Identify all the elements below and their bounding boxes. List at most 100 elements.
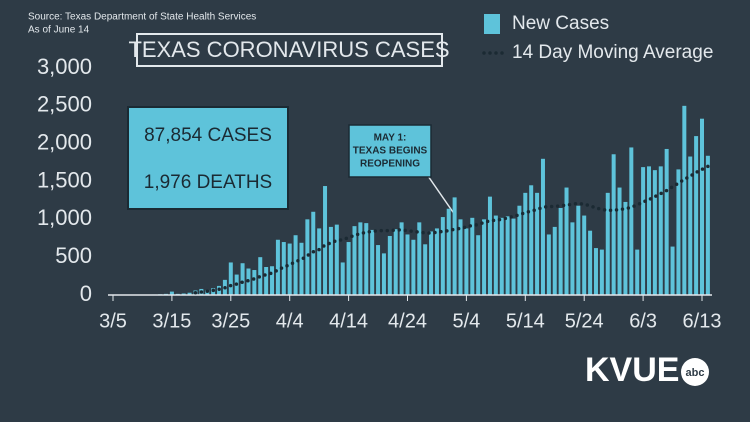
bar (458, 219, 463, 295)
y-tick-label: 2,500 (37, 92, 92, 117)
x-tick-label: 5/4 (452, 310, 480, 332)
summary-deaths: 1,976 DEATHS (144, 172, 272, 193)
bar (682, 105, 687, 295)
bar (399, 222, 404, 295)
bar (423, 244, 428, 295)
moving-average-line (193, 164, 710, 295)
bar (299, 242, 304, 295)
bar (417, 222, 422, 295)
x-tick-label: 5/14 (506, 310, 545, 332)
bar (658, 166, 663, 295)
bar (635, 249, 640, 295)
bar (552, 226, 557, 295)
x-tick-label: 4/24 (388, 310, 427, 332)
bar (275, 239, 280, 295)
bar (228, 262, 233, 295)
x-tick-label: 4/14 (329, 310, 368, 332)
bar (293, 235, 298, 295)
bar (629, 147, 634, 295)
bar (287, 243, 292, 295)
summary-box (127, 106, 289, 210)
bar (623, 201, 628, 295)
bar (529, 185, 534, 295)
bar (264, 267, 269, 295)
bar (411, 239, 416, 295)
y-tick-label: 1,000 (37, 205, 92, 230)
x-tick-label: 4/4 (276, 310, 304, 332)
bar (588, 230, 593, 295)
bar (517, 205, 522, 295)
bar (493, 215, 498, 295)
bar (499, 217, 504, 295)
bar (546, 234, 551, 295)
legend-label: 14 Day Moving Average (512, 42, 713, 63)
bar (694, 136, 699, 295)
bar (540, 158, 545, 295)
bar (181, 293, 186, 295)
bar (376, 245, 381, 295)
bar (505, 216, 510, 295)
bar (482, 219, 487, 295)
x-tick-label: 3/25 (211, 310, 250, 332)
annotation-text: TEXAS BEGINS (353, 146, 428, 157)
bar (470, 217, 475, 295)
x-tick-label: 5/24 (565, 310, 604, 332)
bar (434, 228, 439, 295)
bar (576, 205, 581, 295)
bar (511, 218, 516, 295)
bar (334, 224, 339, 295)
x-tick-label: 3/15 (152, 310, 191, 332)
bar (387, 235, 392, 295)
bar (452, 197, 457, 295)
x-tick-label: 3/5 (99, 310, 127, 332)
bar (558, 207, 563, 295)
bar (358, 222, 363, 295)
bar (605, 192, 610, 295)
bar (323, 186, 328, 295)
bar (352, 226, 357, 295)
bar (446, 208, 451, 295)
bar (405, 234, 410, 295)
bar (487, 196, 492, 295)
bar (641, 167, 646, 295)
bar (611, 154, 616, 295)
logo-badge-text: abc (686, 367, 705, 379)
bar (440, 217, 445, 295)
annotation-box (348, 124, 432, 178)
bar (617, 187, 622, 295)
bar (340, 262, 345, 295)
bar (464, 228, 469, 295)
bar (429, 231, 434, 295)
bar (688, 156, 693, 295)
bar (670, 246, 675, 295)
bar (652, 170, 657, 295)
bar (646, 166, 651, 295)
logo-badge (681, 358, 709, 386)
bar (582, 215, 587, 295)
as-of: As of June 14 (28, 25, 90, 36)
bar (599, 249, 604, 295)
bar (270, 266, 275, 295)
annotation-text: MAY 1: (374, 133, 407, 144)
summary-cases: 87,854 CASES (144, 125, 272, 146)
annotation-text: REOPENING (360, 159, 420, 170)
y-tick-label: 0 (80, 281, 92, 306)
bar (593, 248, 598, 295)
chart-title: TEXAS CORONAVIRUS CASES (128, 37, 449, 62)
bar (664, 148, 669, 295)
y-tick-label: 1,500 (37, 167, 92, 192)
bar (570, 222, 575, 295)
bar (676, 169, 681, 295)
bar (476, 235, 481, 295)
legend-swatch (484, 14, 500, 34)
bar (364, 223, 369, 295)
bar (317, 228, 322, 295)
bar (535, 192, 540, 295)
y-tick-label: 3,000 (37, 54, 92, 79)
legend-label: New Cases (512, 13, 609, 34)
bar (346, 242, 351, 295)
bar (187, 292, 192, 295)
bar (305, 219, 310, 295)
bar (564, 187, 569, 295)
